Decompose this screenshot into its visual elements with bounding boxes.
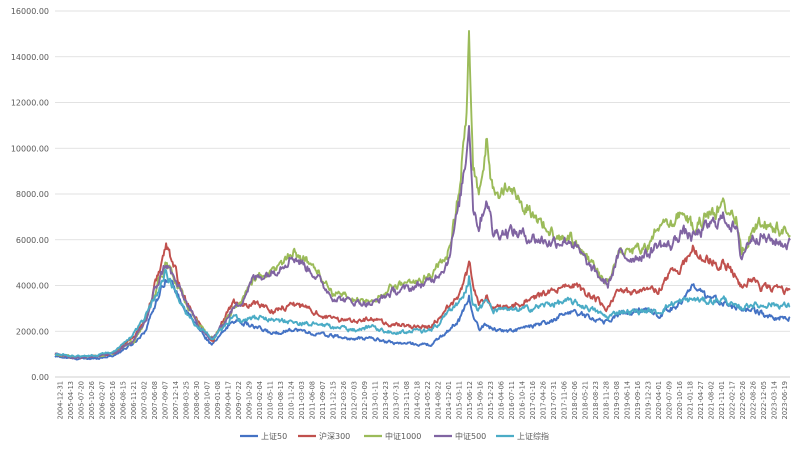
x-tick-label: 2009-01-08: [214, 381, 222, 419]
x-tick-label: 2009-04-17: [224, 381, 232, 419]
x-tick-label: 2019-09-16: [634, 381, 642, 419]
x-tick-label: 2010-02-04: [256, 381, 264, 419]
x-tick-label: 2005-04-13: [67, 381, 75, 419]
x-tick-label: 2008-03-25: [182, 381, 190, 419]
x-tick-label: 2006-11-21: [130, 381, 138, 419]
x-tick-label: 2021-11-01: [718, 381, 726, 419]
x-tick-label: 2021-08-02: [707, 381, 715, 419]
x-tick-label: 2011-06-08: [308, 381, 316, 419]
series-line: [54, 268, 791, 358]
x-tick-label: 2012-10-09: [361, 381, 369, 419]
x-tick-label: 2007-03-02: [140, 381, 148, 419]
x-tick-label: 2011-09-07: [319, 381, 327, 419]
x-tick-label: 2009-10-29: [245, 381, 253, 419]
y-tick-label: 8000.00: [16, 190, 49, 199]
x-tick-label: 2004-12-31: [56, 381, 64, 419]
y-axis-tick-labels: 0.00 2000.00 4000.00 6000.00 8000.00 10000.00…: [11, 7, 49, 382]
x-tick-label: 2020-04-01: [655, 381, 663, 419]
y-tick-label: 14000.00: [11, 53, 49, 62]
x-tick-label: 2015-12-23: [487, 381, 495, 419]
x-tick-label: 2017-04-26: [539, 381, 547, 419]
x-tick-label: 2017-11-06: [560, 381, 568, 419]
x-tick-label: 2015-06-12: [466, 381, 474, 419]
x-tick-label: 2016-04-06: [497, 381, 505, 419]
legend-label: 上证50: [261, 432, 287, 441]
series-line: [54, 124, 791, 360]
x-tick-label: 2014-08-22: [434, 381, 442, 419]
x-tick-label: 2006-08-15: [119, 381, 127, 419]
x-tick-label: 2019-06-14: [623, 381, 631, 419]
x-tick-label: 2013-11-08: [403, 381, 411, 419]
y-tick-label: 4000.00: [16, 282, 49, 291]
x-tick-label: 2018-11-28: [602, 381, 610, 419]
x-tick-label: 2011-03-03: [298, 381, 306, 419]
x-tick-label: 2006-02-07: [98, 381, 106, 419]
x-tick-label: 2014-12-01: [445, 381, 453, 419]
x-tick-label: 2012-03-26: [340, 381, 348, 419]
x-tick-label: 2012-07-03: [350, 381, 358, 419]
x-tick-label: 2010-05-11: [266, 381, 274, 419]
x-tick-label: 2014-02-18: [413, 381, 421, 419]
x-tick-label: 2008-06-30: [193, 381, 201, 419]
y-tick-label: 2000.00: [16, 327, 49, 336]
x-tick-label: 2022-05-26: [739, 381, 747, 419]
x-tick-label: 2015-09-16: [476, 381, 484, 419]
x-tick-label: 2023-06-19: [781, 381, 789, 419]
x-tick-label: 2013-04-23: [382, 381, 390, 419]
x-tick-label: 2010-08-13: [277, 381, 285, 419]
x-tick-label: 2013-01-11: [371, 381, 379, 419]
x-tick-label: 2017-01-16: [529, 381, 537, 419]
x-tick-label: 2022-02-17: [728, 381, 736, 419]
x-axis-tick-labels: 2004-12-31 2005-04-13 2005-07-20 2005-10-26…: [56, 381, 789, 419]
y-tick-label: 16000.00: [11, 7, 49, 16]
x-tick-label: 2022-08-26: [749, 381, 757, 419]
x-tick-label: 2007-12-14: [172, 381, 180, 419]
x-tick-label: 2018-08-23: [592, 381, 600, 419]
y-tick-label: 10000.00: [11, 144, 49, 153]
legend-label: 沪深300: [319, 431, 350, 441]
x-tick-label: 2016-10-14: [518, 381, 526, 419]
y-tick-label: 12000.00: [11, 99, 49, 108]
x-tick-label: 2017-07-31: [550, 381, 558, 419]
x-tick-label: 2008-10-07: [203, 381, 211, 419]
x-tick-label: 2005-10-26: [88, 381, 96, 419]
x-tick-label: 2013-07-31: [392, 381, 400, 419]
x-tick-label: 2007-09-07: [161, 381, 169, 419]
legend-label: 中证1000: [385, 431, 421, 441]
x-tick-label: 2018-02-06: [571, 381, 579, 419]
legend-label: 中证500: [455, 431, 486, 441]
x-tick-label: 2019-03-08: [613, 381, 621, 419]
x-tick-label: 2010-11-24: [287, 381, 295, 419]
x-tick-label: 2021-01-18: [686, 381, 694, 419]
legend: 上证50 沪深300 中证1000 中证500 上证综指: [240, 431, 549, 441]
legend-label: 上证综指: [517, 431, 549, 441]
x-tick-label: 2022-12-05: [760, 381, 768, 419]
series-line: [54, 242, 791, 359]
x-tick-label: 2007-06-08: [151, 381, 159, 419]
x-tick-label: 2011-12-15: [329, 381, 337, 419]
x-tick-label: 2009-07-22: [235, 381, 243, 419]
y-tick-label: 0.00: [31, 373, 49, 382]
series-lines: [54, 30, 791, 361]
x-tick-label: 2014-05-22: [424, 381, 432, 419]
x-tick-label: 2018-05-21: [581, 381, 589, 419]
x-tick-label: 2023-03-14: [770, 381, 778, 419]
x-tick-label: 2015-03-11: [455, 381, 463, 419]
x-tick-label: 2021-04-27: [697, 381, 705, 419]
x-tick-label: 2020-07-09: [665, 381, 673, 419]
x-tick-label: 2019-12-23: [644, 381, 652, 419]
x-tick-label: 2020-10-16: [676, 381, 684, 419]
x-tick-label: 2006-05-16: [109, 381, 117, 419]
y-tick-label: 6000.00: [16, 236, 49, 245]
x-tick-label: 2005-07-20: [77, 381, 85, 419]
x-tick-label: 2016-07-11: [508, 381, 516, 419]
